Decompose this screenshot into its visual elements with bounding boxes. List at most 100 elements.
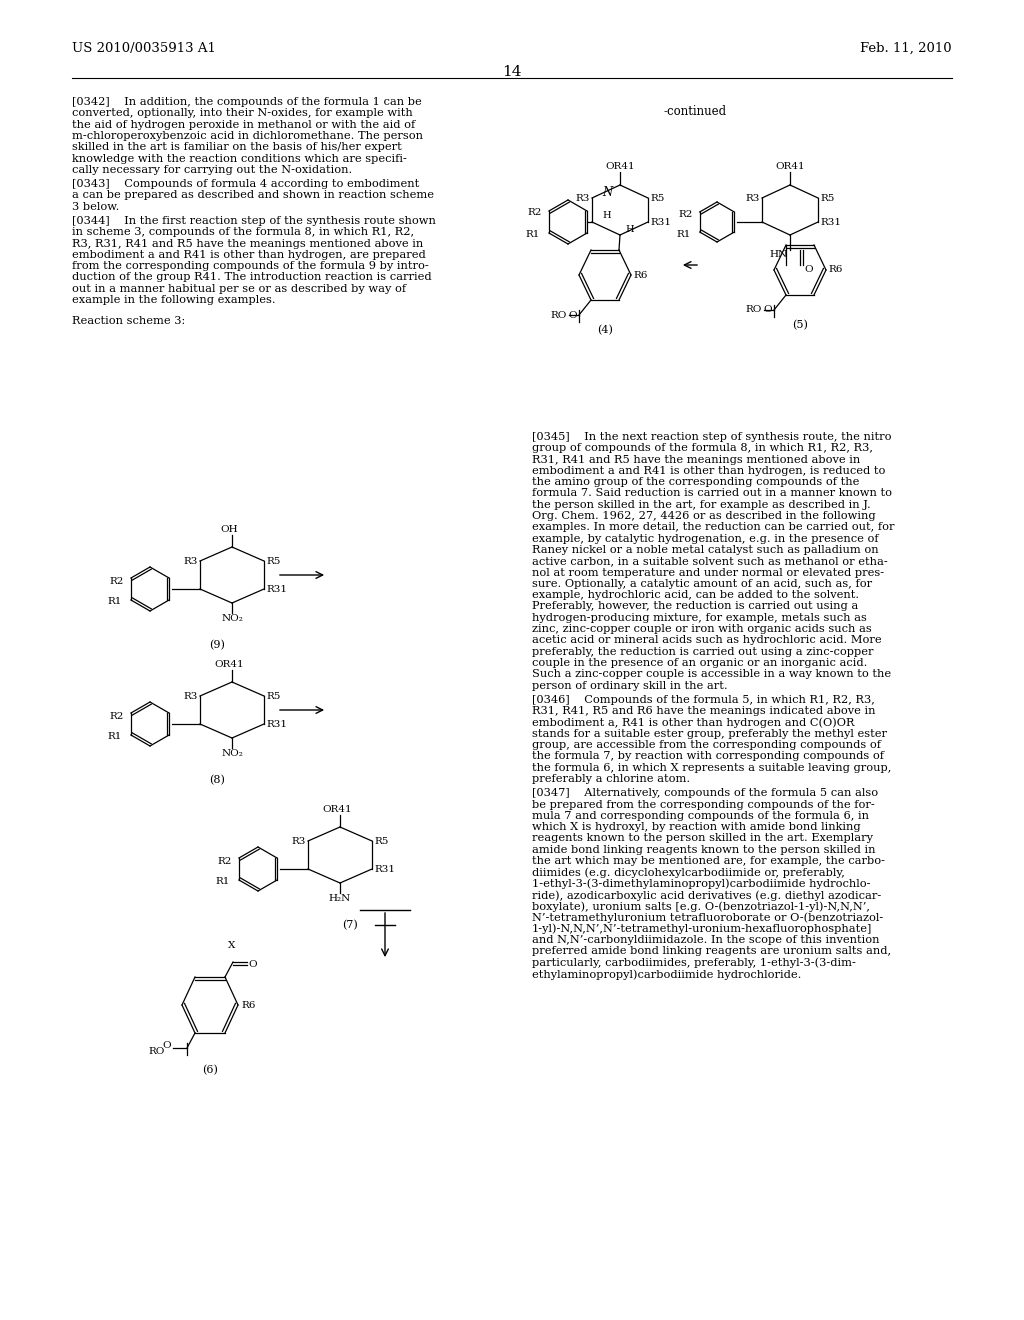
Text: O: O [763,305,772,314]
Text: mula 7 and corresponding compounds of the formula 6, in: mula 7 and corresponding compounds of th… [532,810,869,821]
Text: NO₂: NO₂ [221,748,243,758]
Text: Org. Chem. 1962, 27, 4426 or as described in the following: Org. Chem. 1962, 27, 4426 or as describe… [532,511,876,521]
Text: hydrogen-producing mixture, for example, metals such as: hydrogen-producing mixture, for example,… [532,612,867,623]
Text: the aid of hydrogen peroxide in methanol or with the aid of: the aid of hydrogen peroxide in methanol… [72,120,416,129]
Text: example, by catalytic hydrogenation, e.g. in the presence of: example, by catalytic hydrogenation, e.g… [532,533,879,544]
Text: Reaction scheme 3:: Reaction scheme 3: [72,317,185,326]
Text: 14: 14 [502,65,522,79]
Text: Preferably, however, the reduction is carried out using a: Preferably, however, the reduction is ca… [532,602,858,611]
Text: [0344]    In the first reaction step of the synthesis route shown: [0344] In the first reaction step of the… [72,216,436,226]
Text: O: O [568,310,577,319]
Text: amide bond linking reagents known to the person skilled in: amide bond linking reagents known to the… [532,845,876,855]
Text: HN: HN [770,249,788,259]
Text: R2: R2 [110,711,124,721]
Text: [0342]    In addition, the compounds of the formula 1 can be: [0342] In addition, the compounds of the… [72,96,422,107]
Text: particularly, carbodiimides, preferably, 1-ethyl-3-(3-dim-: particularly, carbodiimides, preferably,… [532,958,856,969]
Text: stands for a suitable ester group, preferably the methyl ester: stands for a suitable ester group, prefe… [532,729,887,739]
Text: [0343]    Compounds of formula 4 according to embodiment: [0343] Compounds of formula 4 according … [72,180,419,189]
Text: converted, optionally, into their N-oxides, for example with: converted, optionally, into their N-oxid… [72,108,413,119]
Text: H₂N: H₂N [329,894,351,903]
Text: (5): (5) [792,319,808,330]
Text: Feb. 11, 2010: Feb. 11, 2010 [860,42,952,55]
Text: R5: R5 [650,194,665,203]
Text: a can be prepared as described and shown in reaction scheme: a can be prepared as described and shown… [72,190,434,201]
Text: 1-yl)-N,N,N’,N’-tetramethyl-uronium-hexafluorophosphate]: 1-yl)-N,N,N’,N’-tetramethyl-uronium-hexa… [532,924,872,935]
Text: RO: RO [745,305,762,314]
Text: R1: R1 [525,230,540,239]
Text: 3 below.: 3 below. [72,202,120,211]
Text: group, are accessible from the corresponding compounds of: group, are accessible from the correspon… [532,741,881,750]
Text: -continued: -continued [664,106,727,117]
Text: sure. Optionally, a catalytic amount of an acid, such as, for: sure. Optionally, a catalytic amount of … [532,579,872,589]
Text: and N,N’-carbonyldiimidazole. In the scope of this invention: and N,N’-carbonyldiimidazole. In the sco… [532,935,880,945]
Text: R2: R2 [679,210,693,219]
Text: R6: R6 [828,265,843,275]
Text: example, hydrochloric acid, can be added to the solvent.: example, hydrochloric acid, can be added… [532,590,859,601]
Text: R5: R5 [266,692,281,701]
Text: knowledge with the reaction conditions which are specifi-: knowledge with the reaction conditions w… [72,153,407,164]
Text: acetic acid or mineral acids such as hydrochloric acid. More: acetic acid or mineral acids such as hyd… [532,635,882,645]
Text: zinc, zinc-copper couple or iron with organic acids such as: zinc, zinc-copper couple or iron with or… [532,624,871,634]
Text: the person skilled in the art, for example as described in J.: the person skilled in the art, for examp… [532,500,870,510]
Text: R2: R2 [110,577,124,586]
Text: formula 7. Said reduction is carried out in a manner known to: formula 7. Said reduction is carried out… [532,488,892,499]
Text: R5: R5 [820,194,835,203]
Text: out in a manner habitual per se or as described by way of: out in a manner habitual per se or as de… [72,284,407,294]
Text: the formula 7, by reaction with corresponding compounds of: the formula 7, by reaction with correspo… [532,751,884,762]
Text: (9): (9) [209,640,225,651]
Text: the formula 6, in which X represents a suitable leaving group,: the formula 6, in which X represents a s… [532,763,891,772]
Text: ride), azodicarboxylic acid derivatives (e.g. diethyl azodicar-: ride), azodicarboxylic acid derivatives … [532,890,882,900]
Text: (7): (7) [342,920,357,931]
Text: R2: R2 [527,209,542,216]
Text: O: O [804,265,813,275]
Text: OR41: OR41 [214,660,244,669]
Text: X: X [228,941,236,950]
Text: R3: R3 [183,692,198,701]
Text: R6: R6 [633,271,647,280]
Text: [0346]    Compounds of the formula 5, in which R1, R2, R3,: [0346] Compounds of the formula 5, in wh… [532,694,874,705]
Text: in scheme 3, compounds of the formula 8, in which R1, R2,: in scheme 3, compounds of the formula 8,… [72,227,414,238]
Text: OR41: OR41 [605,162,635,172]
Text: R31: R31 [820,218,841,227]
Text: duction of the group R41. The introduction reaction is carried: duction of the group R41. The introducti… [72,272,432,282]
Text: R3: R3 [183,557,198,566]
Text: R31: R31 [650,218,671,227]
Text: R6: R6 [241,1001,255,1010]
Text: R31, R41 and R5 have the meanings mentioned above in: R31, R41 and R5 have the meanings mentio… [532,454,860,465]
Text: m-chloroperoxybenzoic acid in dichloromethane. The person: m-chloroperoxybenzoic acid in dichlorome… [72,131,423,141]
Text: reagents known to the person skilled in the art. Exemplary: reagents known to the person skilled in … [532,833,873,843]
Text: R1: R1 [677,230,691,239]
Text: be prepared from the corresponding compounds of the for-: be prepared from the corresponding compo… [532,800,874,809]
Text: nol at room temperature and under normal or elevated pres-: nol at room temperature and under normal… [532,568,884,578]
Text: active carbon, in a suitable solvent such as methanol or etha-: active carbon, in a suitable solvent suc… [532,556,888,566]
Text: the amino group of the corresponding compounds of the: the amino group of the corresponding com… [532,478,859,487]
Text: examples. In more detail, the reduction can be carried out, for: examples. In more detail, the reduction … [532,523,895,532]
Text: RO: RO [551,310,567,319]
Text: OH: OH [220,525,238,535]
Text: group of compounds of the formula 8, in which R1, R2, R3,: group of compounds of the formula 8, in … [532,444,873,453]
Text: example in the following examples.: example in the following examples. [72,296,275,305]
Text: from the corresponding compounds of the formula 9 by intro-: from the corresponding compounds of the … [72,261,429,271]
Text: RO: RO [148,1047,165,1056]
Text: (4): (4) [597,325,613,335]
Text: R1: R1 [216,876,230,886]
Text: person of ordinary skill in the art.: person of ordinary skill in the art. [532,681,728,690]
Text: Raney nickel or a noble metal catalyst such as palladium on: Raney nickel or a noble metal catalyst s… [532,545,879,554]
Text: embodiment a, R41 is other than hydrogen and C(O)OR: embodiment a, R41 is other than hydrogen… [532,718,854,729]
Text: couple in the presence of an organic or an inorganic acid.: couple in the presence of an organic or … [532,657,867,668]
Text: ethylaminopropyl)carbodiimide hydrochloride.: ethylaminopropyl)carbodiimide hydrochlor… [532,969,802,979]
Text: skilled in the art is familiar on the basis of his/her expert: skilled in the art is familiar on the ba… [72,143,401,152]
Text: R3, R31, R41 and R5 have the meanings mentioned above in: R3, R31, R41 and R5 have the meanings me… [72,239,423,248]
Text: diimides (e.g. dicyclohexylcarbodiimide or, preferably,: diimides (e.g. dicyclohexylcarbodiimide … [532,867,845,878]
Text: R31, R41, R5 and R6 have the meanings indicated above in: R31, R41, R5 and R6 have the meanings in… [532,706,876,717]
Text: the art which may be mentioned are, for example, the carbo-: the art which may be mentioned are, for … [532,857,885,866]
Text: R5: R5 [374,837,388,846]
Text: R3: R3 [292,837,306,846]
Text: 1-ethyl-3-(3-dimethylaminopropyl)carbodiimide hydrochlo-: 1-ethyl-3-(3-dimethylaminopropyl)carbodi… [532,879,870,890]
Text: OR41: OR41 [323,805,352,814]
Text: embodiment a and R41 is other than hydrogen, are prepared: embodiment a and R41 is other than hydro… [72,249,426,260]
Text: [0345]    In the next reaction step of synthesis route, the nitro: [0345] In the next reaction step of synt… [532,432,892,442]
Text: preferably a chlorine atom.: preferably a chlorine atom. [532,774,690,784]
Text: (6): (6) [202,1065,218,1076]
Text: H: H [625,226,634,235]
